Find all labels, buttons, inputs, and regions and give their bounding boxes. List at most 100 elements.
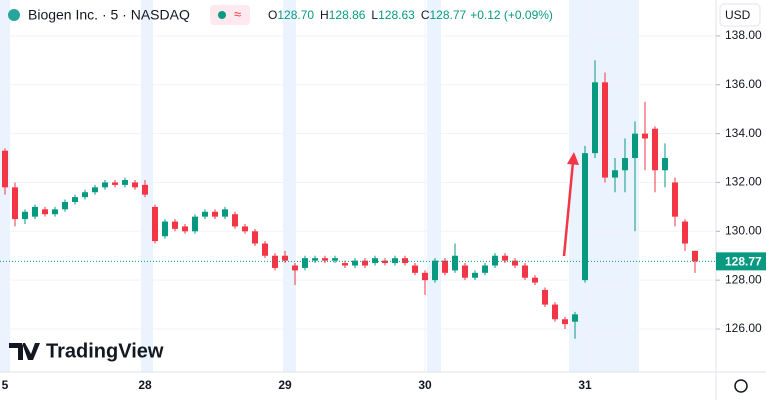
candle-body: [362, 260, 368, 266]
ohlc-value: 128.63: [378, 8, 415, 22]
candle-body: [652, 128, 658, 171]
candle-body: [162, 221, 168, 237]
candle-body: [522, 265, 528, 278]
candle-body: [132, 182, 138, 188]
ohlc-value: 128.70: [277, 8, 314, 22]
candle-body: [12, 187, 18, 220]
last-price-label: 128.77: [725, 255, 762, 269]
badge-icon: ≈: [234, 6, 241, 21]
candle-body: [262, 243, 268, 256]
x-tick-label: 5: [2, 378, 9, 392]
candle-body: [452, 255, 458, 271]
candle-body: [252, 231, 258, 244]
candle-body: [212, 211, 218, 217]
y-tick-label: 138.00: [725, 28, 762, 42]
candle-body: [102, 182, 108, 188]
logo-mark: [9, 343, 40, 360]
candle-body: [22, 211, 28, 220]
ohlc-label: O: [268, 8, 277, 22]
status-dot: [8, 9, 20, 21]
candle-body: [442, 260, 448, 273]
arrow-line: [562, 161, 575, 257]
candle-body: [142, 184, 148, 195]
candle-body: [492, 255, 498, 266]
candle-body: [2, 150, 8, 188]
candle-body: [632, 133, 638, 159]
y-tick-label: 128.00: [725, 272, 762, 286]
candle-body: [412, 265, 418, 273]
candle-body: [42, 209, 48, 215]
badge-dot: [218, 11, 226, 19]
candle-body: [422, 272, 428, 281]
settings-icon[interactable]: [734, 379, 748, 393]
candle-body: [372, 258, 378, 264]
candle-body: [82, 192, 88, 198]
candle-body: [602, 82, 608, 178]
x-tick-label: 31: [578, 378, 592, 392]
ohlc-line: O128.70 H128.86 L128.63 C128.77 +0.12 (+0.09…: [268, 8, 553, 22]
ohlc-value: 128.77: [429, 8, 466, 22]
candle-body: [552, 304, 558, 320]
currency: USD: [725, 8, 751, 22]
candle-body: [642, 133, 648, 139]
candle-body: [402, 258, 408, 264]
ohlc-label: C: [421, 8, 430, 22]
candle-body: [532, 277, 538, 283]
candle-body: [202, 211, 208, 217]
y-tick-label: 132.00: [725, 175, 762, 189]
x-tick-label: 28: [138, 378, 152, 392]
session-bands: [0, 0, 639, 372]
candle-body: [72, 197, 78, 202]
candle-body: [32, 206, 38, 217]
candle-body: [462, 265, 468, 278]
candle-body: [312, 258, 318, 261]
candle-body: [152, 206, 158, 242]
logo: TradingView: [9, 340, 164, 362]
candle-body: [392, 258, 398, 264]
candle-body: [542, 289, 548, 305]
candle-body: [512, 260, 518, 266]
session-band: [283, 0, 296, 372]
candle-body: [232, 214, 238, 227]
x-tick-label: 29: [278, 378, 292, 392]
candle-body: [562, 319, 568, 325]
candle-body: [432, 260, 438, 281]
session-band: [427, 0, 441, 372]
candle-body: [112, 182, 118, 185]
candle-body: [582, 153, 588, 281]
candle-body: [472, 272, 478, 278]
candle-body: [612, 170, 618, 178]
candle-body: [192, 216, 198, 232]
candle-body: [682, 221, 688, 244]
candle-body: [672, 182, 678, 217]
candle-body: [92, 187, 98, 193]
candle-body: [52, 209, 58, 215]
indicator-badge[interactable]: [210, 5, 250, 25]
ohlc-value: 128.86: [329, 8, 366, 22]
candle-body: [222, 209, 228, 217]
candle-body: [352, 260, 358, 266]
candle-body: [242, 226, 248, 232]
candle-body: [692, 250, 698, 262]
y-tick-label: 136.00: [725, 77, 762, 91]
logo-text: TradingView: [46, 340, 164, 362]
ohlc-label: L: [371, 8, 378, 22]
candle-body: [662, 158, 668, 171]
candle-body: [62, 201, 68, 210]
y-tick-label: 134.00: [725, 126, 762, 140]
candle-body: [622, 158, 628, 171]
candle-body: [322, 258, 328, 261]
symbol-title: Biogen Inc. · 5 · NASDAQ: [28, 7, 190, 23]
candle-body: [502, 255, 508, 261]
ohlc-label: H: [320, 8, 329, 22]
y-tick-label: 130.00: [725, 223, 762, 237]
candle-body: [302, 258, 308, 268]
candle-body: [572, 314, 578, 322]
last-price-box: [716, 252, 766, 271]
arrow: [562, 152, 579, 257]
currency-button[interactable]: [719, 3, 761, 27]
candle-body: [172, 221, 178, 229]
candle-body: [272, 255, 278, 268]
candle-body: [342, 263, 348, 266]
